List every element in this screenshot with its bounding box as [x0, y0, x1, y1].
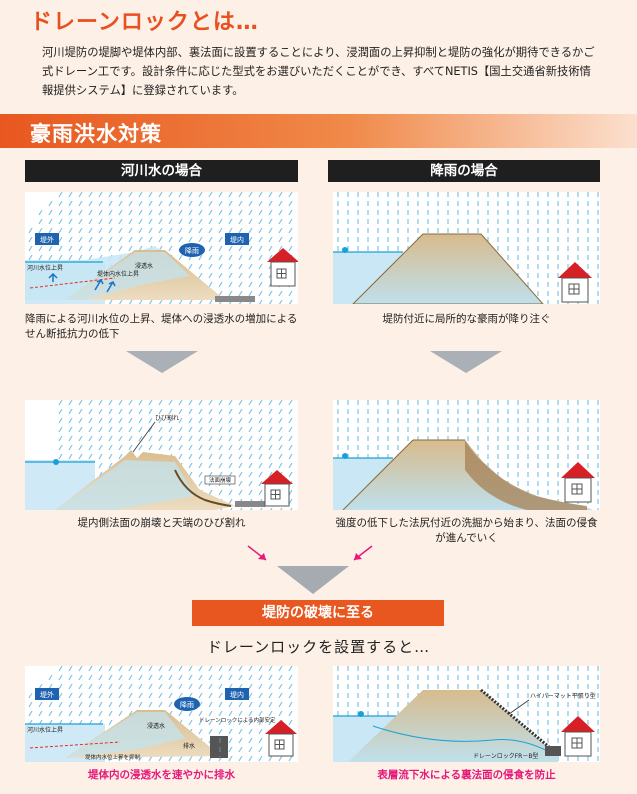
label-mat: ハイパーマット平張り型: [530, 692, 596, 700]
section-band: [0, 114, 637, 148]
diagram-rain-3: ハイパーマット平張り型 ドレーンロックFR－B型: [333, 666, 600, 762]
label-rain: 降雨: [185, 246, 199, 255]
rain-2-illustration: [333, 400, 600, 511]
label-outside-2: 堤外: [40, 690, 54, 699]
caption-river-3: 堤体内の浸透水を速やかに排水: [88, 769, 235, 781]
caption-rain-1: 堤防付近に局所的な豪雨が降り注ぐ: [382, 313, 551, 325]
diagram-rain-1: [333, 192, 600, 305]
label-drain-box: ドレーンロックによる内部安定: [199, 716, 276, 724]
label-outside: 堤外: [40, 235, 54, 244]
label-seep-suppress: 堤体内水位上昇を抑制: [85, 753, 141, 761]
label-seep-rise: 堤体内水位上昇: [97, 270, 139, 278]
arrow-down-river-1: [126, 351, 198, 373]
river-1-illustration: 堤外 堤内 降雨 河川水位上昇 堤体内水位上昇 浸透水: [25, 192, 299, 304]
page-title: ドレーンロックとは…: [30, 10, 259, 35]
label-seepage: 浸透水: [135, 262, 153, 270]
caption-river-2: 堤内側法面の崩壊と天端のひび割れ: [77, 517, 246, 529]
label-seepage-2: 浸透水: [147, 722, 165, 730]
intro-text: 河川堤防の堤脚や堤体内部、裏法面に設置することにより、浸潤面の上昇抑制と堤防の強…: [42, 46, 595, 97]
label-fr: ドレーンロックFR－B型: [473, 752, 538, 760]
river-3-illustration: 堤外 堤内 降雨 河川水位上昇 浸透水 ドレーンロックによる内部安定 排水 堤体…: [25, 666, 298, 762]
caption-rain-3: 表層流下水による裏法面の侵食を防止: [377, 769, 556, 781]
label-slope-collapse: 法面崩壊: [209, 476, 232, 484]
diagram-river-1: 堤外 堤内 降雨 河川水位上昇 堤体内水位上昇 浸透水: [25, 192, 299, 304]
label-inside-2: 堤内: [230, 690, 244, 699]
rain-3-illustration: ハイパーマット平張り型 ドレーンロックFR－B型: [333, 666, 600, 762]
diagram-rain-2: [333, 400, 600, 511]
rain-1-illustration: [333, 192, 600, 305]
label-river-rise: 河川水位上昇: [27, 264, 63, 272]
result-label: 堤防の破壊に至る: [192, 600, 444, 626]
label-rain-2: 降雨: [180, 700, 194, 709]
result-subhead: ドレーンロックを設置すると…: [206, 638, 431, 656]
diagram-river-2: ひび割れ 法面崩壊: [25, 400, 298, 510]
column-header-river: 河川水の場合: [25, 160, 298, 182]
diagram-river-3: 堤外 堤内 降雨 河川水位上昇 浸透水 ドレーンロックによる内部安定 排水 堤体…: [25, 666, 298, 762]
section-title: 豪雨洪水対策: [30, 122, 162, 146]
caption-river-1: 降雨による河川水位の上昇、堤体への浸透水の増加によるせん断抵抗力の低下: [25, 313, 298, 340]
caption-rain-2: 強度の低下した法尻付近の洗掘から始まり、法面の侵食が進んでいく: [335, 517, 598, 544]
column-header-rain: 降雨の場合: [328, 160, 600, 182]
label-drain: 排水: [183, 742, 195, 750]
arrow-down-center: [277, 566, 349, 594]
label-crack: ひび割れ: [155, 414, 179, 422]
label-inside: 堤内: [230, 235, 244, 244]
label-river-rise-2: 河川水位上昇: [27, 726, 63, 734]
arrow-down-rain-1: [430, 351, 502, 373]
converge-arrows: [247, 545, 373, 561]
river-2-illustration: ひび割れ 法面崩壊: [25, 400, 298, 510]
